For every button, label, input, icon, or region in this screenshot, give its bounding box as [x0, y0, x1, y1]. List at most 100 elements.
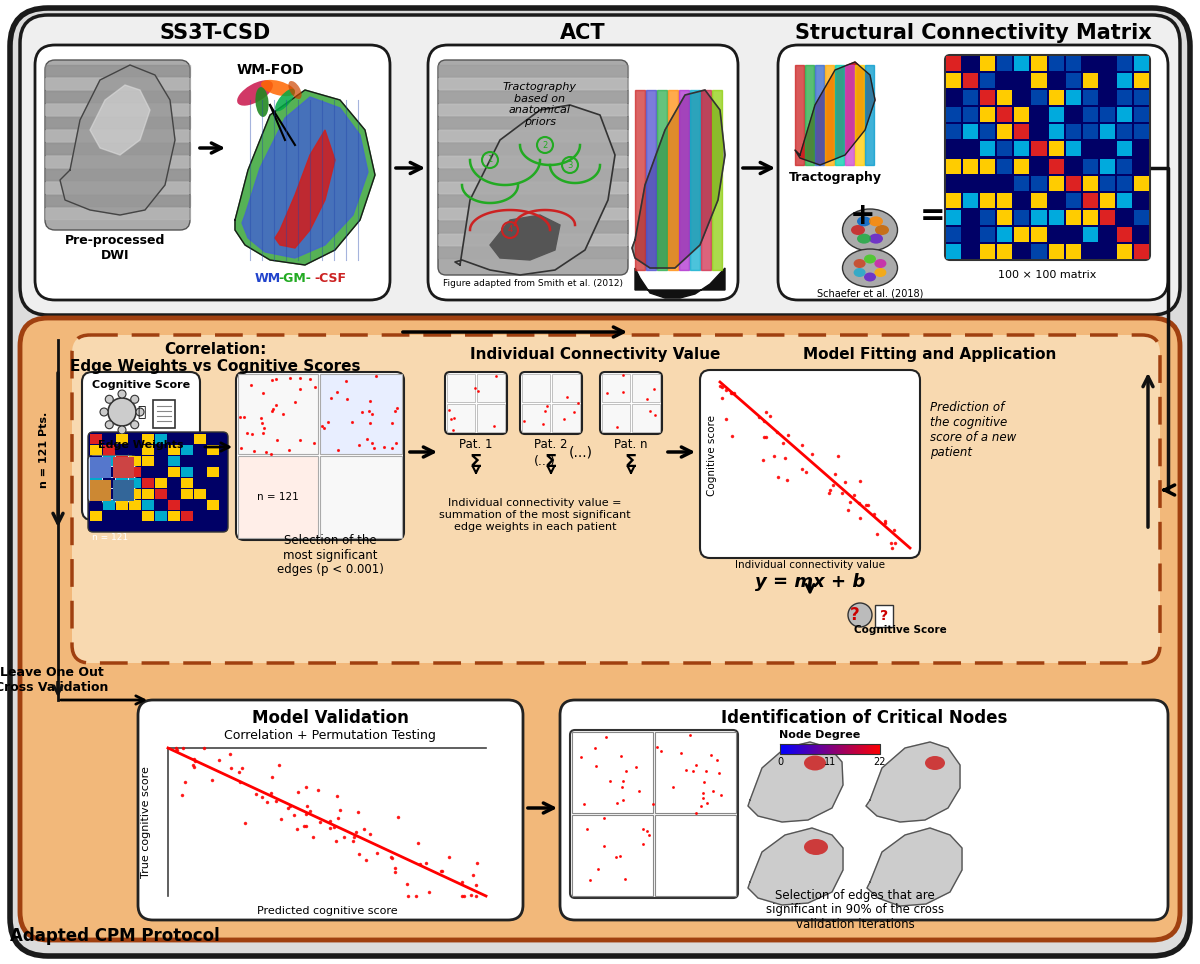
- Ellipse shape: [864, 273, 876, 281]
- Bar: [103, 511, 115, 521]
- Bar: [1134, 244, 1150, 259]
- Bar: [238, 456, 318, 538]
- Bar: [1014, 56, 1030, 71]
- Bar: [142, 467, 154, 477]
- Bar: [1117, 107, 1132, 122]
- Text: Node Degree: Node Degree: [779, 730, 860, 740]
- Bar: [964, 158, 978, 174]
- Bar: [168, 489, 180, 499]
- Bar: [946, 56, 961, 71]
- Bar: [155, 456, 167, 466]
- Bar: [90, 434, 102, 444]
- Text: Figure adapted from Smith et al. (2012): Figure adapted from Smith et al. (2012): [443, 279, 623, 287]
- Bar: [446, 374, 475, 402]
- Bar: [181, 478, 193, 488]
- Bar: [1066, 142, 1081, 156]
- Text: 0: 0: [776, 757, 784, 767]
- Bar: [964, 210, 978, 225]
- Text: Cognitive Score: Cognitive Score: [853, 625, 947, 635]
- Bar: [1082, 210, 1098, 225]
- Bar: [1082, 244, 1098, 259]
- Circle shape: [848, 603, 872, 627]
- Text: Correlation + Permutation Testing: Correlation + Permutation Testing: [224, 730, 436, 742]
- Bar: [980, 107, 995, 122]
- Bar: [632, 374, 660, 402]
- Bar: [1066, 124, 1081, 140]
- Bar: [1049, 124, 1063, 140]
- Bar: [90, 456, 102, 466]
- Ellipse shape: [853, 268, 865, 277]
- Bar: [103, 434, 115, 444]
- Bar: [1014, 142, 1030, 156]
- Bar: [964, 56, 978, 71]
- Polygon shape: [275, 130, 335, 248]
- Bar: [1014, 227, 1030, 242]
- Bar: [168, 467, 180, 477]
- Ellipse shape: [864, 254, 876, 263]
- Bar: [980, 227, 995, 242]
- Bar: [964, 227, 978, 242]
- FancyBboxPatch shape: [560, 700, 1168, 920]
- Text: 11: 11: [824, 757, 836, 767]
- Bar: [103, 478, 115, 488]
- Bar: [946, 142, 961, 156]
- Bar: [446, 404, 475, 432]
- Circle shape: [131, 420, 139, 429]
- Bar: [997, 73, 1013, 88]
- Bar: [1066, 193, 1081, 208]
- Polygon shape: [679, 90, 689, 270]
- Bar: [1134, 193, 1150, 208]
- Bar: [1049, 175, 1063, 191]
- Text: Schaefer et al. (2018): Schaefer et al. (2018): [817, 288, 923, 298]
- Text: Cognitive score: Cognitive score: [707, 415, 718, 495]
- Bar: [980, 142, 995, 156]
- Text: Predicted cognitive score: Predicted cognitive score: [257, 906, 397, 916]
- Text: 4: 4: [508, 226, 512, 234]
- Bar: [1134, 124, 1150, 140]
- Text: 100 × 100 matrix: 100 × 100 matrix: [998, 270, 1097, 280]
- Ellipse shape: [275, 89, 295, 111]
- Bar: [130, 434, 142, 444]
- Bar: [1099, 158, 1115, 174]
- Bar: [155, 467, 167, 477]
- Bar: [90, 511, 102, 521]
- Bar: [1049, 142, 1063, 156]
- Text: WM-FOD: WM-FOD: [236, 63, 304, 77]
- Bar: [1082, 227, 1098, 242]
- Text: Tractography: Tractography: [788, 172, 882, 184]
- Bar: [1014, 175, 1030, 191]
- Bar: [1082, 193, 1098, 208]
- Ellipse shape: [875, 268, 887, 277]
- Bar: [103, 445, 115, 455]
- Polygon shape: [748, 828, 842, 905]
- Bar: [1014, 91, 1030, 105]
- Text: 2: 2: [542, 141, 547, 149]
- Bar: [552, 374, 580, 402]
- Circle shape: [131, 395, 139, 403]
- Bar: [522, 374, 550, 402]
- Bar: [1117, 56, 1132, 71]
- Bar: [1117, 91, 1132, 105]
- Text: Edge Weights: Edge Weights: [98, 440, 184, 450]
- Bar: [130, 500, 142, 510]
- Bar: [1032, 142, 1046, 156]
- Bar: [1014, 244, 1030, 259]
- Polygon shape: [866, 742, 960, 822]
- Bar: [208, 456, 220, 466]
- Bar: [946, 107, 961, 122]
- Text: (...): (...): [569, 445, 593, 459]
- Text: Adapted CPM Protocol: Adapted CPM Protocol: [10, 927, 220, 945]
- Bar: [964, 107, 978, 122]
- Text: +: +: [850, 201, 876, 229]
- Bar: [1082, 56, 1098, 71]
- Polygon shape: [242, 97, 368, 258]
- Bar: [1134, 227, 1150, 242]
- Bar: [1117, 142, 1132, 156]
- Bar: [964, 193, 978, 208]
- Bar: [1066, 244, 1081, 259]
- Bar: [142, 489, 154, 499]
- FancyBboxPatch shape: [600, 372, 662, 434]
- Bar: [194, 511, 206, 521]
- Bar: [103, 489, 115, 499]
- Circle shape: [106, 395, 113, 403]
